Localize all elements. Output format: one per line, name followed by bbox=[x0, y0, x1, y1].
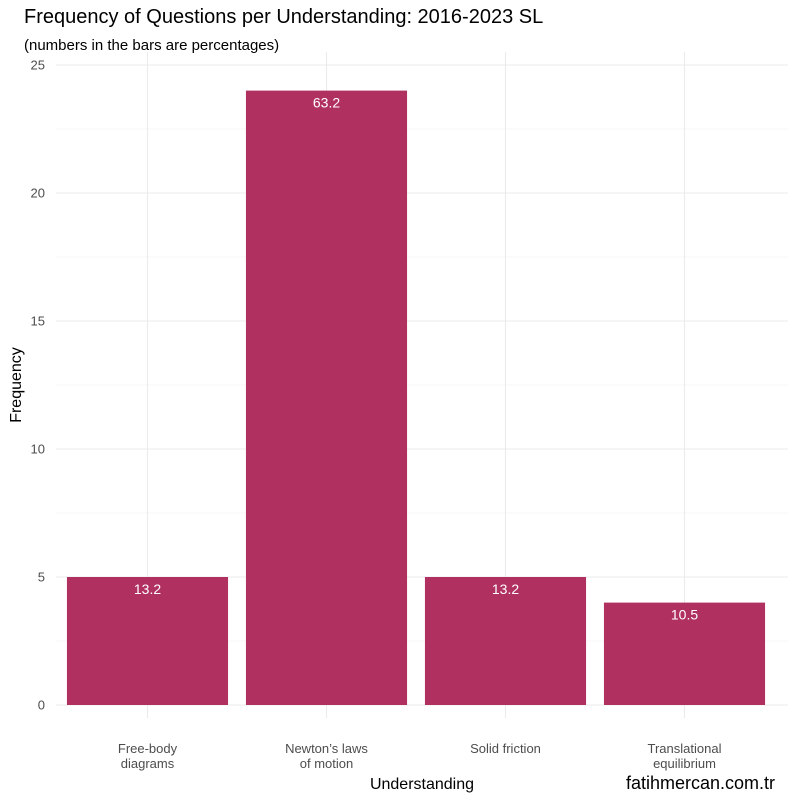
x-axis-ticks: Free-body diagrams Newton’s laws of motion S… bbox=[118, 741, 722, 771]
y-tick-label: 20 bbox=[31, 186, 45, 201]
y-axis-ticks: 0 5 10 15 20 25 bbox=[31, 58, 45, 713]
x-tick-label: Newton’s laws of motion bbox=[285, 741, 368, 771]
chart-subtitle: (numbers in the bars are percentages) bbox=[24, 37, 279, 54]
bar bbox=[66, 577, 229, 705]
y-tick-label: 10 bbox=[31, 442, 45, 457]
bar bbox=[424, 577, 587, 705]
watermark: fatihmercan.com.tr bbox=[626, 773, 775, 793]
bar-percent-label: 13.2 bbox=[134, 581, 161, 597]
chart-title: Frequency of Questions per Understanding… bbox=[24, 6, 543, 28]
y-tick-label: 15 bbox=[31, 314, 45, 329]
bar-percent-label: 13.2 bbox=[492, 581, 519, 597]
y-tick-label: 5 bbox=[38, 570, 45, 585]
x-axis-title: Understanding bbox=[370, 776, 474, 793]
y-tick-label: 0 bbox=[38, 698, 45, 713]
y-axis-title: Frequency bbox=[8, 347, 25, 423]
bar-percent-label: 10.5 bbox=[671, 607, 698, 623]
x-tick-label: Solid friction bbox=[470, 741, 541, 756]
y-tick-label: 25 bbox=[31, 58, 45, 73]
bar bbox=[603, 602, 766, 705]
x-tick-label: Translational equilibrium bbox=[648, 741, 722, 771]
bars bbox=[66, 90, 766, 706]
bar-percent-label: 63.2 bbox=[313, 95, 340, 111]
x-tick-label: Free-body diagrams bbox=[118, 741, 178, 771]
bar-labels: 13.2 63.2 13.2 10.5 bbox=[134, 95, 698, 623]
bar bbox=[245, 90, 408, 706]
